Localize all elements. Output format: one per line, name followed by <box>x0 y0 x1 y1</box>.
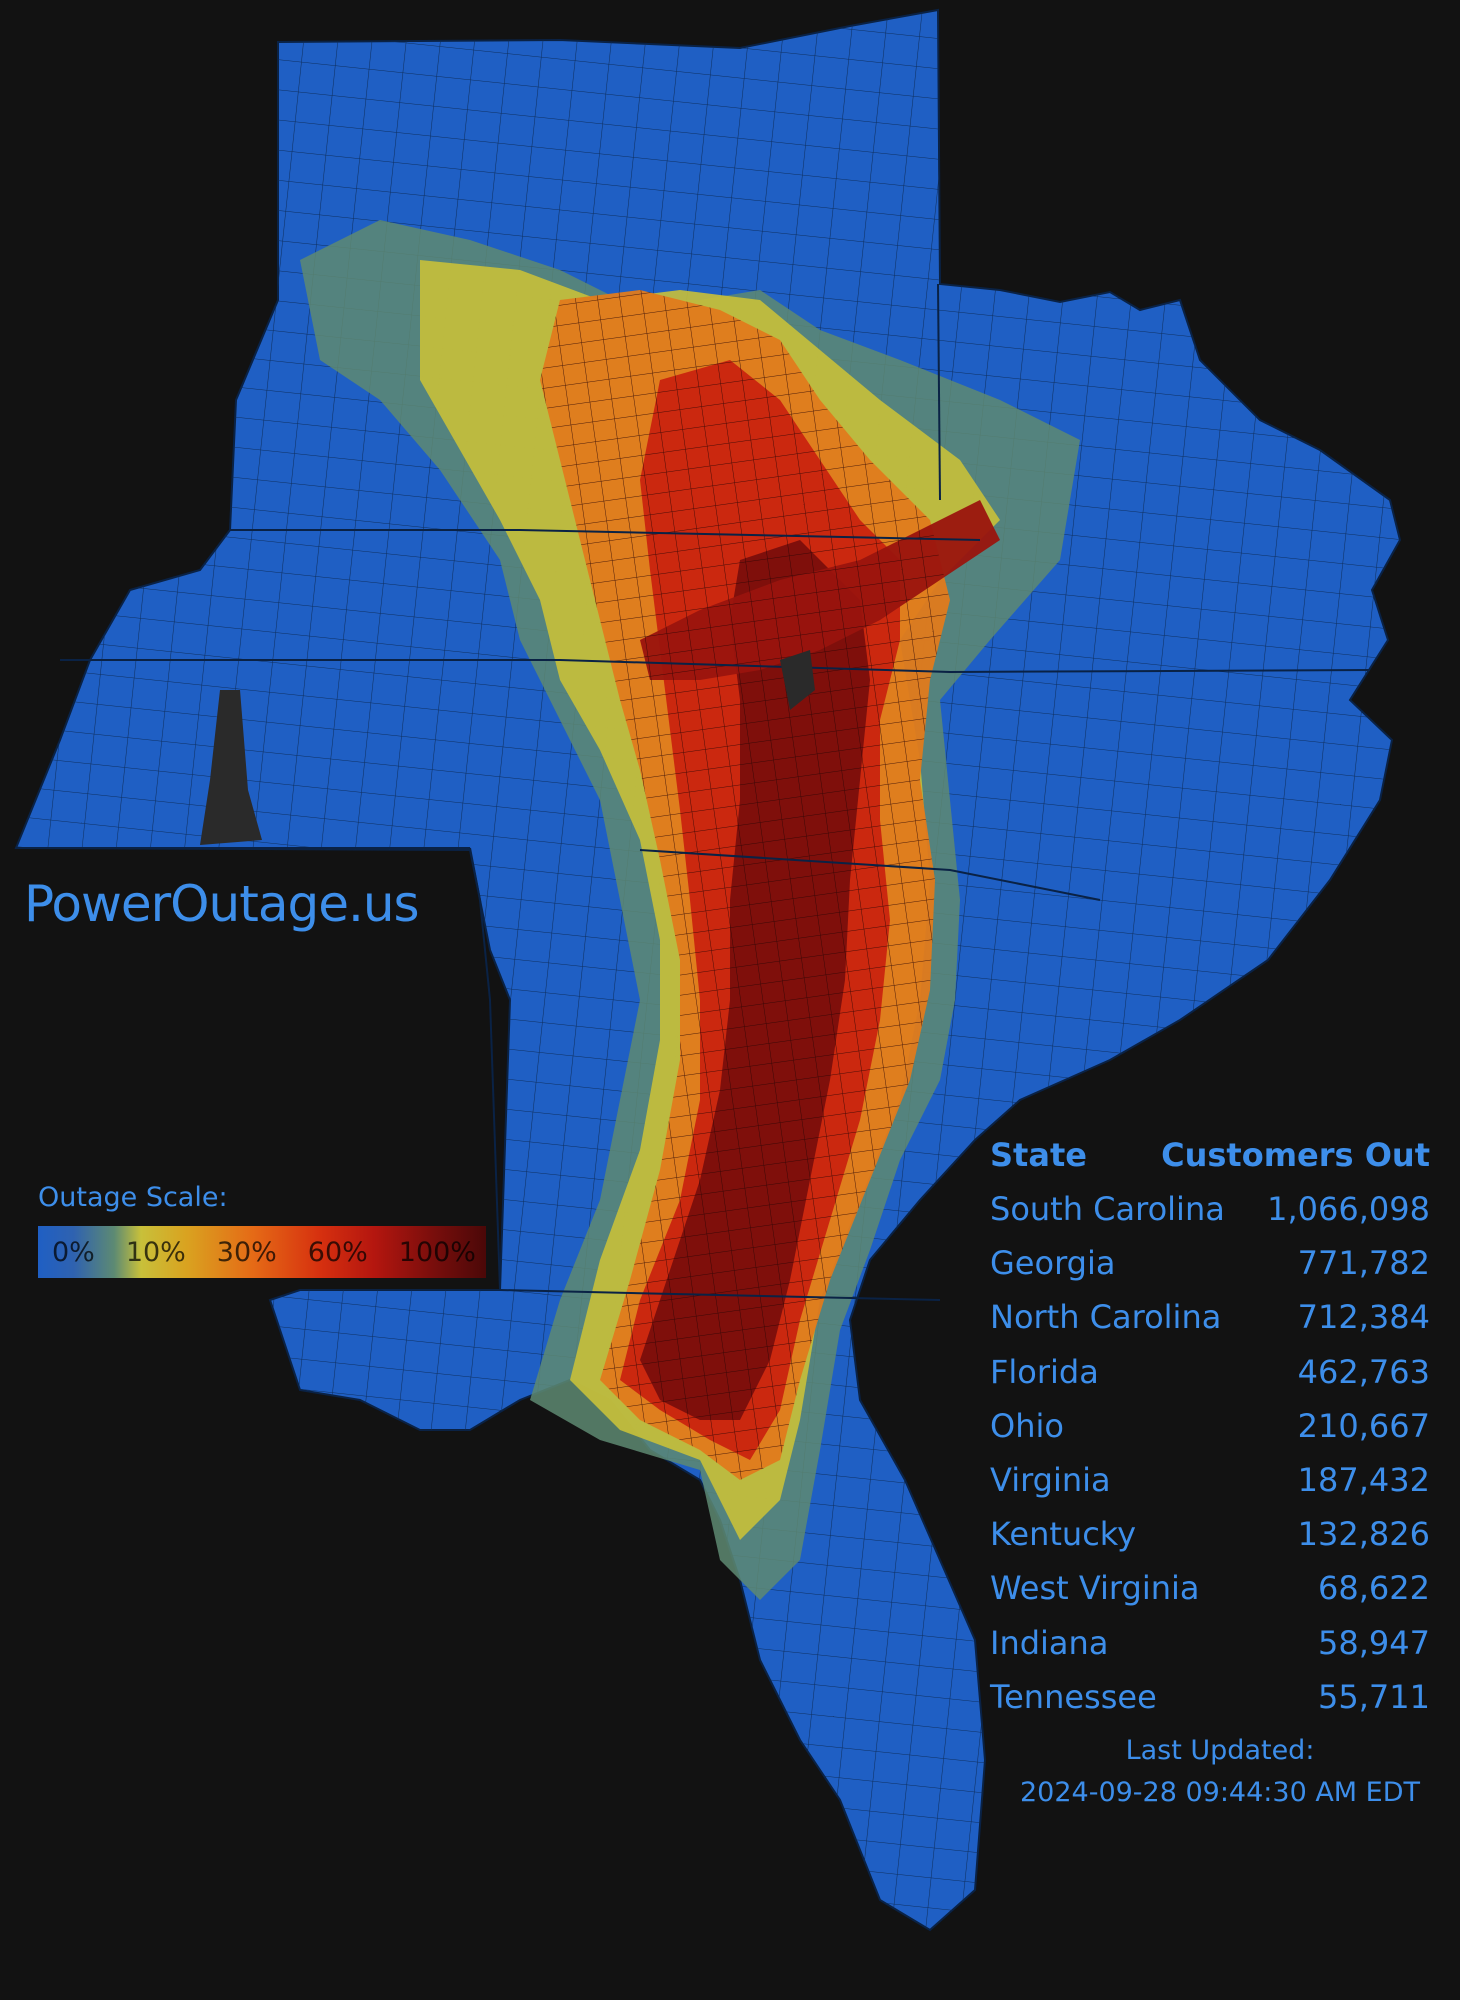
state-name: Indiana <box>990 1623 1109 1662</box>
customers-out: 210,667 <box>1297 1406 1430 1445</box>
state-name: South Carolina <box>990 1190 1225 1229</box>
table-row: South Carolina 1,066,098 <box>990 1182 1430 1236</box>
state-name: Florida <box>990 1352 1099 1391</box>
column-header-state: State <box>990 1136 1087 1174</box>
scale-stop-100: 100% <box>398 1236 476 1268</box>
state-name: Ohio <box>990 1406 1064 1445</box>
table-row: West Virginia 68,622 <box>990 1561 1430 1615</box>
state-borders <box>16 283 1371 1301</box>
outage-heat-bands <box>300 220 1080 1600</box>
table-row: Georgia 771,782 <box>990 1236 1430 1290</box>
column-header-customers: Customers Out <box>1161 1136 1430 1174</box>
last-updated: Last Updated: 2024-09-28 09:44:30 AM EDT <box>1000 1730 1440 1814</box>
scale-stop-30: 30% <box>216 1236 277 1268</box>
table-row: Tennessee 55,711 <box>990 1670 1430 1724</box>
customers-out: 55,711 <box>1318 1677 1430 1716</box>
state-name: West Virginia <box>990 1569 1200 1608</box>
customers-out: 771,782 <box>1297 1244 1430 1283</box>
table-row: Virginia 187,432 <box>990 1453 1430 1507</box>
last-updated-label: Last Updated: <box>1125 1735 1315 1766</box>
customers-out: 58,947 <box>1318 1623 1430 1662</box>
state-name: North Carolina <box>990 1298 1222 1337</box>
table-row: Kentucky 132,826 <box>990 1507 1430 1561</box>
state-name: Virginia <box>990 1461 1111 1500</box>
scale-stop-0: 0% <box>52 1236 95 1268</box>
state-name: Tennessee <box>990 1677 1157 1716</box>
scale-stop-10: 10% <box>125 1236 186 1268</box>
state-name: Georgia <box>990 1244 1116 1283</box>
customers-out: 462,763 <box>1297 1352 1430 1391</box>
brand-logo-text: PowerOutage.us <box>24 875 420 933</box>
customers-out: 1,066,098 <box>1267 1190 1430 1229</box>
customers-out: 712,384 <box>1297 1298 1430 1337</box>
customers-out: 187,432 <box>1297 1461 1430 1500</box>
last-updated-timestamp: 2024-09-28 09:44:30 AM EDT <box>1019 1777 1421 1808</box>
table-row: Ohio 210,667 <box>990 1399 1430 1453</box>
customers-out: 132,826 <box>1297 1515 1430 1554</box>
table-header: State Customers Out <box>990 1128 1430 1182</box>
customers-out: 68,622 <box>1318 1569 1430 1608</box>
scale-stop-60: 60% <box>307 1236 368 1268</box>
customers-out-table: State Customers Out South Carolina 1,066,… <box>990 1128 1430 1724</box>
outage-scale-title: Outage Scale: <box>38 1182 228 1213</box>
outage-scale-bar: 0% 10% 30% 60% 100% <box>38 1226 486 1278</box>
state-name: Kentucky <box>990 1515 1137 1554</box>
table-row: Florida 462,763 <box>990 1345 1430 1399</box>
no-data-patches <box>200 650 815 845</box>
table-row: North Carolina 712,384 <box>990 1290 1430 1344</box>
table-row: Indiana 58,947 <box>990 1616 1430 1670</box>
